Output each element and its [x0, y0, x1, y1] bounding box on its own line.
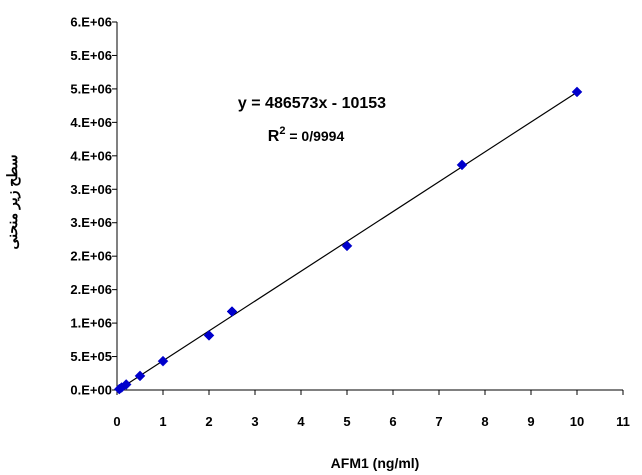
- x-tick-label: 1: [159, 414, 166, 429]
- x-ticks: 0 1 2 3 4 5 6 7 8 9 10 11: [113, 390, 630, 429]
- trendline: [118, 91, 578, 390]
- y-tick-label: 2.E+06: [70, 282, 112, 297]
- data-point: [226, 306, 238, 317]
- y-tick-label: 5.E+06: [70, 48, 112, 63]
- data-point: [456, 159, 468, 171]
- x-axis-title: AFM1 (ng/ml): [331, 455, 420, 471]
- y-tick-label: 2.E+06: [70, 249, 112, 264]
- x-tick-label: 5: [343, 414, 350, 429]
- y-tick-label: 5.E+05: [70, 349, 112, 364]
- y-tick-label: 0.E+00: [70, 383, 112, 398]
- data-point: [120, 379, 132, 390]
- y-axis-title: سطح زیر منحنی: [4, 154, 21, 249]
- x-tick-label: 10: [570, 414, 584, 429]
- y-ticks: 0.E+00 5.E+05 1.E+06 2.E+06 2.E+06 3.E+06 3.E+…: [70, 15, 117, 398]
- r-squared-value: = 0/9994: [285, 128, 344, 144]
- data-point: [203, 330, 215, 341]
- x-tick-label: 11: [616, 414, 630, 429]
- trendline-equation: y = 486573x - 10153: [238, 95, 386, 112]
- r-squared-label: R2 = 0/9994: [268, 125, 345, 145]
- x-tick-label: 3: [251, 414, 258, 429]
- y-tick-label: 4.E+06: [70, 148, 112, 163]
- data-points: [113, 86, 583, 395]
- x-tick-label: 4: [297, 414, 305, 429]
- y-tick-label: 6.E+06: [70, 15, 112, 30]
- x-tick-label: 7: [435, 414, 442, 429]
- data-point: [571, 86, 583, 98]
- y-tick-label: 4.E+06: [70, 115, 112, 130]
- x-tick-label: 2: [205, 414, 212, 429]
- x-tick-label: 0: [113, 414, 120, 429]
- x-tick-label: 6: [389, 414, 396, 429]
- x-tick-label: 9: [527, 414, 534, 429]
- r-squared-superscript: 2: [279, 125, 285, 137]
- y-tick-label: 3.E+06: [70, 182, 112, 197]
- axes: [116, 22, 623, 391]
- r-squared-symbol: R: [268, 128, 280, 145]
- y-tick-label: 3.E+06: [70, 215, 112, 230]
- data-point: [341, 240, 353, 252]
- x-tick-label: 8: [481, 414, 488, 429]
- data-point: [157, 355, 169, 367]
- y-tick-label: 5.E+06: [70, 81, 112, 96]
- y-tick-label: 1.E+06: [70, 316, 112, 331]
- data-point: [134, 370, 146, 382]
